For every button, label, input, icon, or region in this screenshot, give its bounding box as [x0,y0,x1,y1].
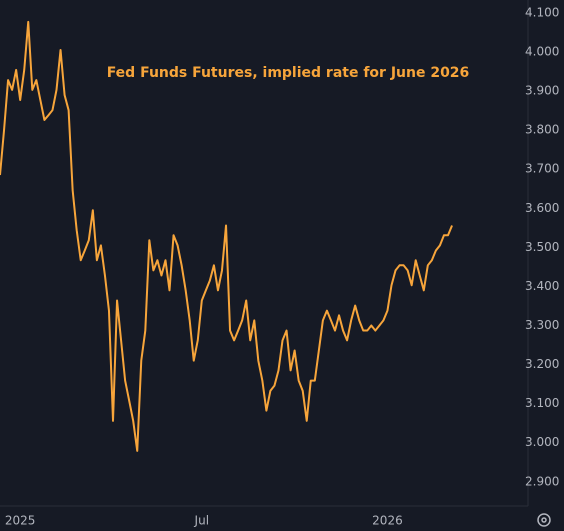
y-tick-label: 3.000 [525,435,559,449]
y-tick-label: 3.300 [525,318,559,332]
x-tick-label: 2025 [5,514,36,528]
y-tick-label: 2.900 [525,474,559,488]
y-tick-label: 3.100 [525,396,559,410]
y-tick-label: 4.000 [525,44,559,58]
y-tick-label: 3.400 [525,279,559,293]
y-tick-label: 3.900 [525,84,559,98]
x-tick-label: Jul [194,514,209,528]
y-tick-label: 3.800 [525,123,559,137]
settings-gear-hole[interactable] [541,517,547,523]
y-tick-label: 3.700 [525,162,559,176]
y-tick-label: 3.500 [525,240,559,254]
settings-icon[interactable] [537,513,551,527]
y-tick-label: 3.600 [525,201,559,215]
settings-gear[interactable] [537,513,551,527]
series-line [0,20,453,452]
x-tick-label: 2026 [372,514,403,528]
chart-title: Fed Funds Futures, implied rate for June… [107,65,470,81]
y-tick-label: 3.200 [525,357,559,371]
y-tick-label: 4.100 [525,5,559,19]
